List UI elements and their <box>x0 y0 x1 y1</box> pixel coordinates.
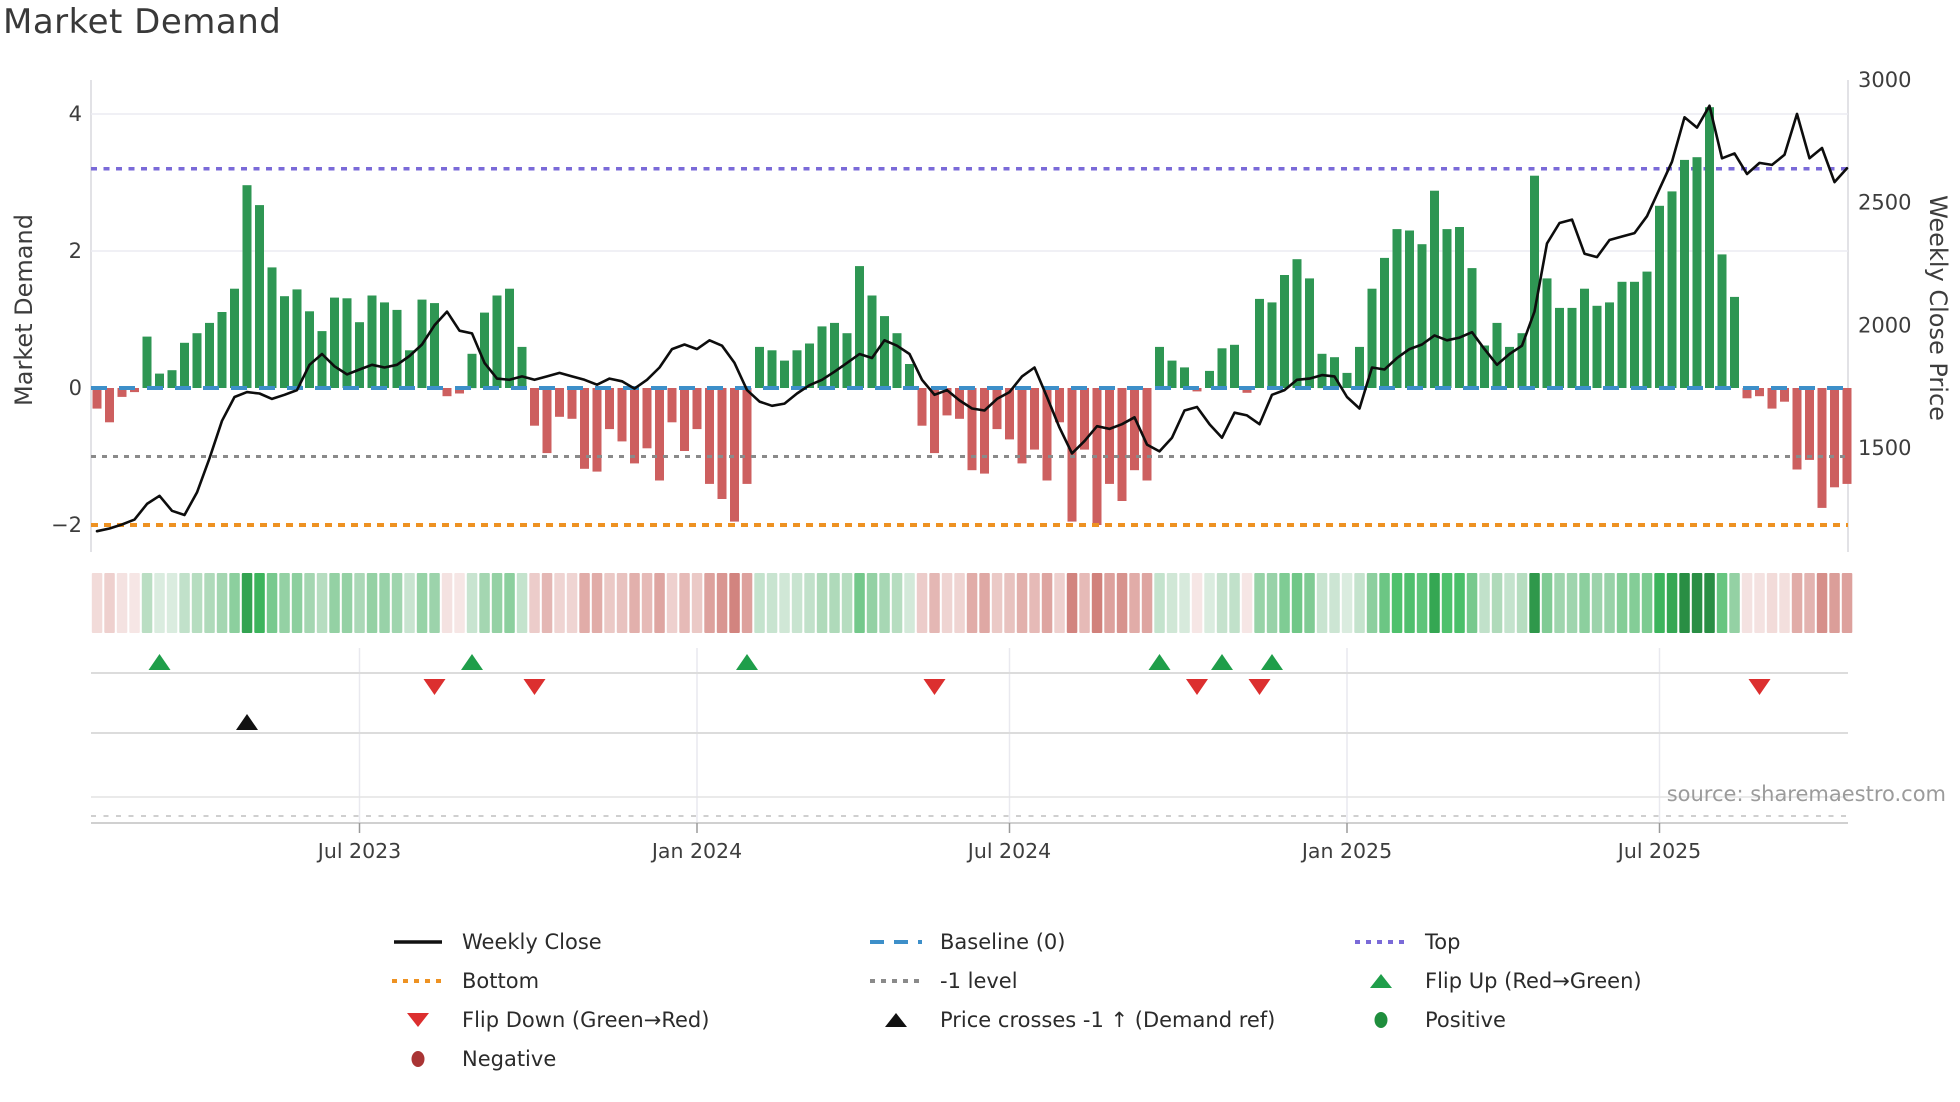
svg-text:Jul 2025: Jul 2025 <box>1616 839 1701 863</box>
triangle-down-icon <box>390 1009 448 1031</box>
legend-item-baseline-0: Baseline (0) <box>868 922 1275 961</box>
svg-text:1500: 1500 <box>1858 436 1911 460</box>
legend-label: Top <box>1425 929 1461 954</box>
line-dashed-icon <box>868 931 926 953</box>
legend-label: Flip Up (Red→Green) <box>1425 968 1642 993</box>
legend-label: Flip Down (Green→Red) <box>462 1007 710 1032</box>
legend-column-1: Weekly Close Bottom Flip Down (Green→Red) N… <box>390 922 709 1078</box>
svg-text:3000: 3000 <box>1858 68 1911 92</box>
svg-text:Jul 2024: Jul 2024 <box>966 839 1051 863</box>
left-axis-ticks: 4 2 0 −2 <box>51 102 82 537</box>
legend-item-bottom: Bottom <box>390 961 709 1000</box>
legend-column-3: Top Flip Up (Red→Green) Positive <box>1353 922 1642 1039</box>
legend-label: -1 level <box>940 968 1018 993</box>
svg-text:4: 4 <box>69 102 82 126</box>
svg-text:−2: −2 <box>51 513 82 537</box>
chart-legend: Weekly Close Bottom Flip Down (Green→Red) N… <box>0 922 1960 1092</box>
svg-text:2500: 2500 <box>1858 191 1911 215</box>
page-title: Market Demand <box>3 2 282 42</box>
x-axis-ticks: Jul 2023 Jan 2024 Jul 2024 Jan 2025 Jul 2025 <box>316 839 1701 863</box>
legend-column-2: Baseline (0) -1 level Price crosses -1 ↑ (… <box>868 922 1275 1039</box>
legend-label: Baseline (0) <box>940 929 1066 954</box>
legend-label: Weekly Close <box>462 929 602 954</box>
line-dotted-icon <box>868 970 926 992</box>
triangle-up-icon <box>868 1009 926 1031</box>
legend-item-positive: Positive <box>1353 1000 1642 1039</box>
right-axis-ticks: 3000 2500 2000 1500 <box>1858 68 1911 460</box>
circle-icon <box>1353 1009 1411 1031</box>
plot-gridlines <box>90 80 1849 552</box>
svg-text:Jan 2025: Jan 2025 <box>1300 839 1392 863</box>
line-dotted-icon <box>390 970 448 992</box>
svg-text:Jan 2024: Jan 2024 <box>650 839 742 863</box>
line-solid-icon <box>390 931 448 953</box>
flip-down-markers <box>423 679 1771 695</box>
triangle-up-icon <box>1353 970 1411 992</box>
legend-item-flip-down-green-red: Flip Down (Green→Red) <box>390 1000 709 1039</box>
legend-item-flip-up-red-green: Flip Up (Red→Green) <box>1353 961 1642 1000</box>
weekly-close-line <box>95 104 1849 533</box>
legend-label: Negative <box>462 1046 557 1071</box>
svg-text:2: 2 <box>69 239 82 263</box>
svg-text:2000: 2000 <box>1858 313 1911 337</box>
price-cross-markers <box>236 714 258 730</box>
legend-item-price-crosses-1-demand-ref: Price crosses -1 ↑ (Demand ref) <box>868 1000 1275 1039</box>
demand-bars <box>92 107 1852 525</box>
flip-up-markers <box>148 654 1283 670</box>
legend-item-1-level: -1 level <box>868 961 1275 1000</box>
source-note: source: sharemaestro.com <box>1666 782 1946 806</box>
demand-heatmap-strip <box>91 573 1853 633</box>
marker-panel <box>91 648 1848 833</box>
legend-item-top: Top <box>1353 922 1642 961</box>
svg-text:0: 0 <box>69 376 82 400</box>
circle-icon <box>390 1048 448 1070</box>
legend-label: Price crosses -1 ↑ (Demand ref) <box>940 1007 1276 1032</box>
svg-text:Jul 2023: Jul 2023 <box>316 839 401 863</box>
legend-label: Bottom <box>462 968 540 993</box>
line-dotted-icon <box>1353 931 1411 953</box>
legend-label: Positive <box>1425 1007 1506 1032</box>
legend-item-weekly-close: Weekly Close <box>390 922 709 961</box>
legend-item-negative: Negative <box>390 1039 709 1078</box>
